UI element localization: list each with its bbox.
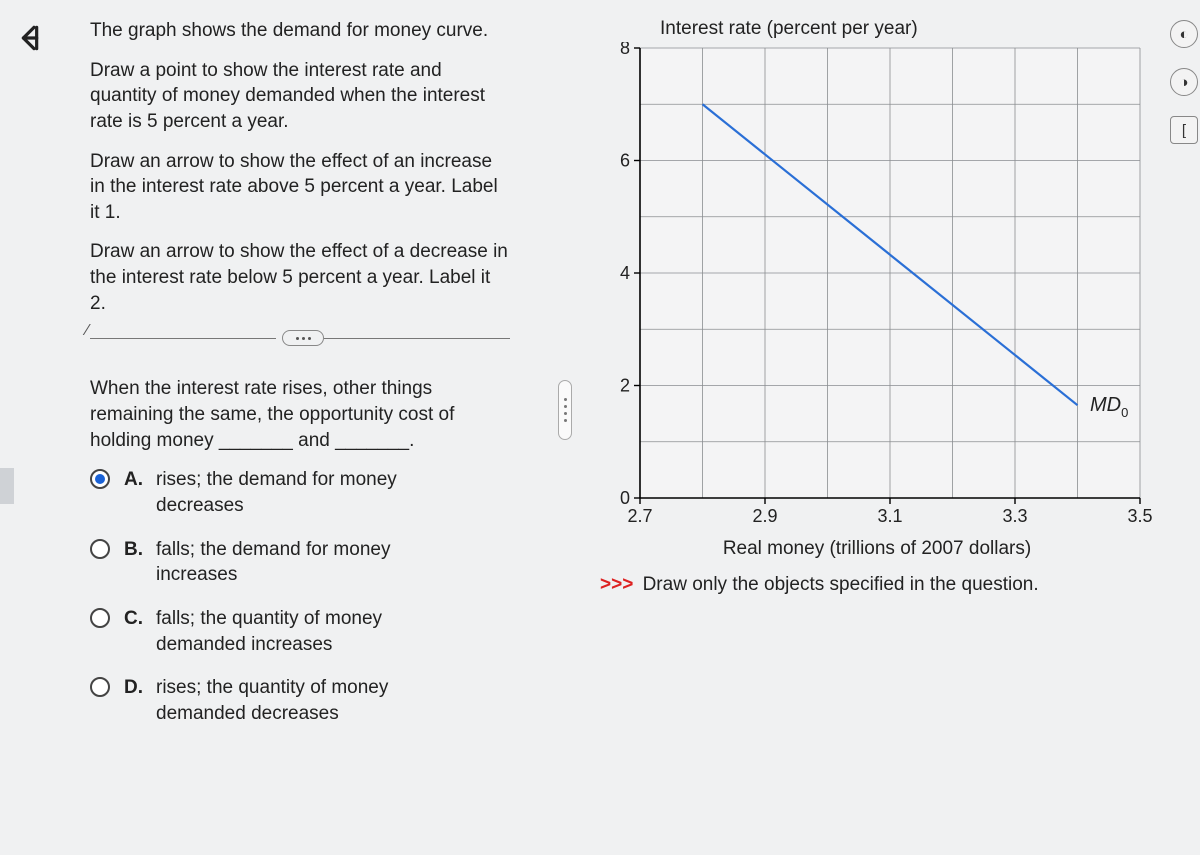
radio-c[interactable] — [90, 608, 110, 628]
answer-letter: D. — [124, 675, 146, 726]
question-p2: Draw a point to show the interest rate a… — [90, 58, 510, 135]
answer-option[interactable]: D.rises; the quantity of money demanded … — [90, 675, 510, 726]
answers-group: A.rises; the demand for money decreasesB… — [90, 467, 510, 726]
back-button[interactable] — [18, 22, 50, 54]
answer-letter: C. — [124, 606, 146, 657]
blank-1: _______ — [219, 430, 293, 451]
tool-3-icon[interactable]: [ — [1170, 116, 1198, 144]
question-panel: The graph shows the demand for money cur… — [90, 18, 510, 744]
answer-text: falls; the quantity of money demanded in… — [156, 606, 466, 657]
radio-a[interactable] — [90, 469, 110, 489]
p5-suffix: . — [409, 430, 414, 451]
radio-b[interactable] — [90, 539, 110, 559]
svg-text:2: 2 — [620, 376, 630, 396]
right-toolbar: ◐ ◑ [ — [1170, 20, 1198, 144]
tick-icon: ⁄ — [86, 320, 89, 342]
blank-2: _______ — [335, 430, 409, 451]
svg-text:2.7: 2.7 — [627, 506, 652, 526]
answer-option[interactable]: B.falls; the demand for money increases — [90, 537, 510, 588]
y-axis-title: Interest rate (percent per year) — [660, 18, 918, 40]
more-pill[interactable] — [282, 330, 324, 346]
answer-option[interactable]: C.falls; the quantity of money demanded … — [90, 606, 510, 657]
tool-2-icon[interactable]: ◑ — [1170, 68, 1198, 96]
p5-mid: and — [293, 430, 335, 451]
demand-chart[interactable]: 024682.72.93.13.33.5MD0 — [600, 42, 1175, 542]
svg-text:3.1: 3.1 — [877, 506, 902, 526]
question-p3: Draw an arrow to show the effect of an i… — [90, 149, 510, 226]
instruction-arrows: >>> — [600, 574, 633, 595]
svg-text:6: 6 — [620, 151, 630, 171]
pane-resize-handle[interactable] — [558, 380, 572, 440]
question-p4: Draw an arrow to show the effect of a de… — [90, 239, 510, 316]
svg-text:4: 4 — [620, 263, 630, 283]
answer-letter: B. — [124, 537, 146, 588]
svg-text:3.5: 3.5 — [1127, 506, 1152, 526]
answer-letter: A. — [124, 467, 146, 518]
draw-instruction: >>> Draw only the objects specified in t… — [600, 574, 1039, 596]
svg-text:2.9: 2.9 — [752, 506, 777, 526]
x-axis-title: Real money (trillions of 2007 dollars) — [600, 538, 1154, 560]
svg-text:8: 8 — [620, 42, 630, 58]
answer-text: rises; the demand for money decreases — [156, 467, 466, 518]
chart-panel: Interest rate (percent per year) 0 2 4 6 8 2.… — [600, 18, 1180, 578]
back-arrow-icon — [18, 22, 50, 54]
question-p1: The graph shows the demand for money cur… — [90, 18, 510, 44]
section-divider: ⁄ — [90, 330, 510, 346]
answer-text: falls; the demand for money increases — [156, 537, 466, 588]
instruction-text: Draw only the objects specified in the q… — [637, 574, 1038, 595]
svg-text:0: 0 — [620, 488, 630, 508]
question-p5: When the interest rate rises, other thin… — [90, 376, 510, 453]
tool-1-icon[interactable]: ◐ — [1170, 20, 1198, 48]
radio-d[interactable] — [90, 677, 110, 697]
answer-text: rises; the quantity of money demanded de… — [156, 675, 466, 726]
left-edge-accent — [0, 468, 14, 504]
answer-option[interactable]: A.rises; the demand for money decreases — [90, 467, 510, 518]
svg-text:3.3: 3.3 — [1002, 506, 1027, 526]
